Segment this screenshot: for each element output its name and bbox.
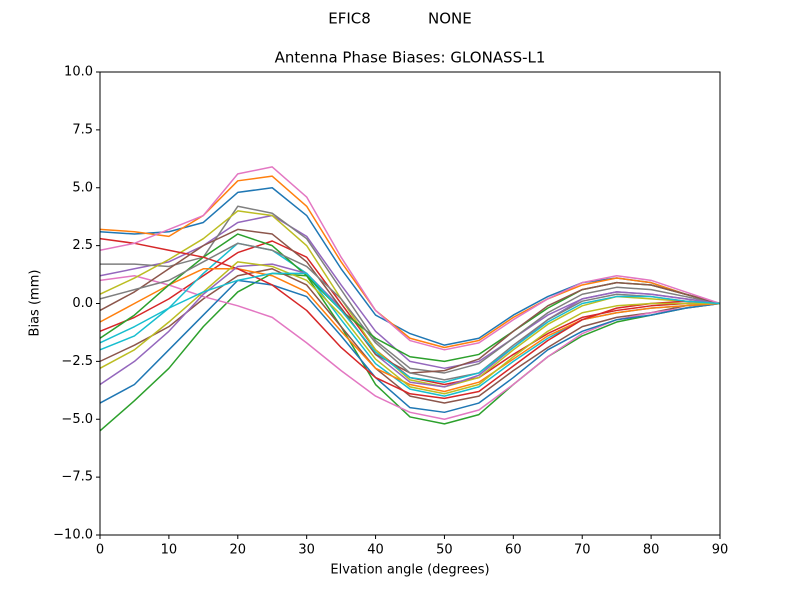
x-tick-label: 90	[712, 543, 729, 558]
y-axis-label: Bias (mm)	[28, 270, 43, 337]
x-tick-label: 80	[643, 543, 660, 558]
series-line	[99, 242, 721, 381]
series-line	[99, 237, 721, 400]
x-tick-label: 10	[161, 543, 178, 558]
x-tick-label: 70	[574, 543, 591, 558]
x-axis-label: Elvation angle (degrees)	[330, 563, 489, 578]
x-tick-label: 20	[230, 543, 247, 558]
y-tick-label: 0.0	[72, 296, 93, 311]
series-line	[99, 279, 721, 414]
x-tick-label: 50	[436, 543, 453, 558]
y-tick-label: 5.0	[72, 180, 93, 195]
y-tick-label: −10.0	[53, 528, 93, 543]
y-tick-label: −5.0	[61, 412, 93, 427]
series-line	[99, 272, 721, 432]
series-line	[99, 166, 721, 351]
x-tick-label: 60	[505, 543, 522, 558]
y-tick-label: 7.5	[72, 122, 93, 137]
y-tick-label: 10.0	[64, 65, 93, 80]
suptitle: EFIC8 NONE	[328, 10, 472, 28]
y-tick-label: 2.5	[72, 238, 93, 253]
series-line	[99, 272, 721, 383]
y-tick-label: −7.5	[61, 470, 93, 485]
chart-title: Antenna Phase Biases: GLONASS-L1	[275, 49, 546, 67]
series-line	[99, 268, 721, 404]
series-line	[99, 268, 721, 393]
y-tick-label: −2.5	[61, 354, 93, 369]
x-tick-label: 40	[367, 543, 384, 558]
series-line	[99, 263, 721, 388]
x-tick-label: 30	[298, 543, 315, 558]
x-tick-label: 0	[96, 543, 104, 558]
